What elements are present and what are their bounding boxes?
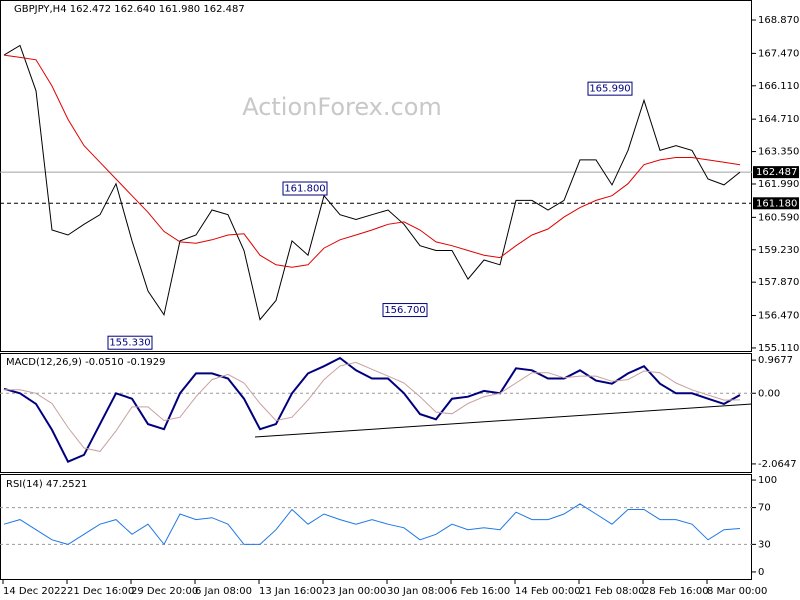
main-panel-frame xyxy=(0,0,752,352)
x-tick-label: 28 Feb 16:00 xyxy=(643,586,709,597)
panel-title: GBPJPY,H4 162.472 162.640 161.980 162.48… xyxy=(14,4,245,15)
y-tick-label: 159.230 xyxy=(758,245,799,256)
panel-title: MACD(12,26,9) -0.0510 -0.1929 xyxy=(6,357,166,368)
macd-panel-frame xyxy=(0,353,752,473)
y-tick-label: 163.350 xyxy=(758,147,799,158)
y-tick-label: 156.470 xyxy=(758,311,799,322)
y-tick-label: 70 xyxy=(758,503,771,514)
price-label: 162.487 xyxy=(756,167,797,178)
level-label: 161.180 xyxy=(756,198,797,209)
annotation-label: 156.700 xyxy=(384,305,425,316)
panel-title: RSI(14) 47.2521 xyxy=(6,479,87,490)
annotation-box xyxy=(107,335,153,350)
x-tick-label: 6 Feb 16:00 xyxy=(451,586,510,597)
x-tick-label: 8 Mar 00:00 xyxy=(707,586,767,597)
y-tick-label: 0.9677 xyxy=(758,355,793,366)
annotation-label: 161.800 xyxy=(284,184,325,195)
y-tick-label: 160.590 xyxy=(758,212,799,223)
y-tick-label: 167.470 xyxy=(758,48,799,59)
series-line xyxy=(3,44,741,321)
annotation-box xyxy=(282,181,328,196)
series-line xyxy=(4,361,741,452)
x-tick-label: 30 Jan 08:00 xyxy=(387,586,450,597)
x-tick-label: 21 Feb 08:00 xyxy=(579,586,645,597)
y-tick-label: 157.870 xyxy=(758,277,799,288)
x-tick-label: 21 Dec 16:00 xyxy=(67,586,134,597)
x-tick-label: 6 Jan 08:00 xyxy=(195,586,252,597)
y-tick-label: 0 xyxy=(758,567,764,578)
price-tag xyxy=(753,166,799,179)
y-tick-label: 30 xyxy=(758,539,771,550)
y-tick-label: -2.0647 xyxy=(758,459,797,470)
y-tick-label: 166.110 xyxy=(758,81,799,92)
y-tick-label: 0.00 xyxy=(758,388,780,399)
x-tick-label: 14 Dec 2022 xyxy=(3,586,67,597)
level-tag xyxy=(753,197,799,210)
y-tick-label: 100 xyxy=(758,475,777,486)
macd-trendline xyxy=(254,403,753,438)
annotation-label: 155.330 xyxy=(109,338,150,349)
annotation-label: 165.990 xyxy=(589,84,630,95)
x-tick-label: 14 Feb 00:00 xyxy=(515,586,581,597)
y-tick-label: 155.110 xyxy=(758,343,799,354)
series-line xyxy=(3,503,741,546)
rsi-panel-frame xyxy=(0,474,752,580)
annotation-box xyxy=(587,81,633,96)
annotation-box xyxy=(382,303,428,318)
watermark: ActionForex.com xyxy=(242,93,442,121)
x-tick-label: 29 Dec 20:00 xyxy=(131,586,198,597)
y-tick-label: 164.710 xyxy=(758,114,799,125)
y-tick-label: 168.870 xyxy=(758,15,799,26)
x-tick-label: 13 Jan 16:00 xyxy=(259,586,322,597)
y-tick-label: 161.990 xyxy=(758,179,799,190)
series-line xyxy=(3,54,741,268)
x-tick-label: 23 Jan 00:00 xyxy=(323,586,386,597)
